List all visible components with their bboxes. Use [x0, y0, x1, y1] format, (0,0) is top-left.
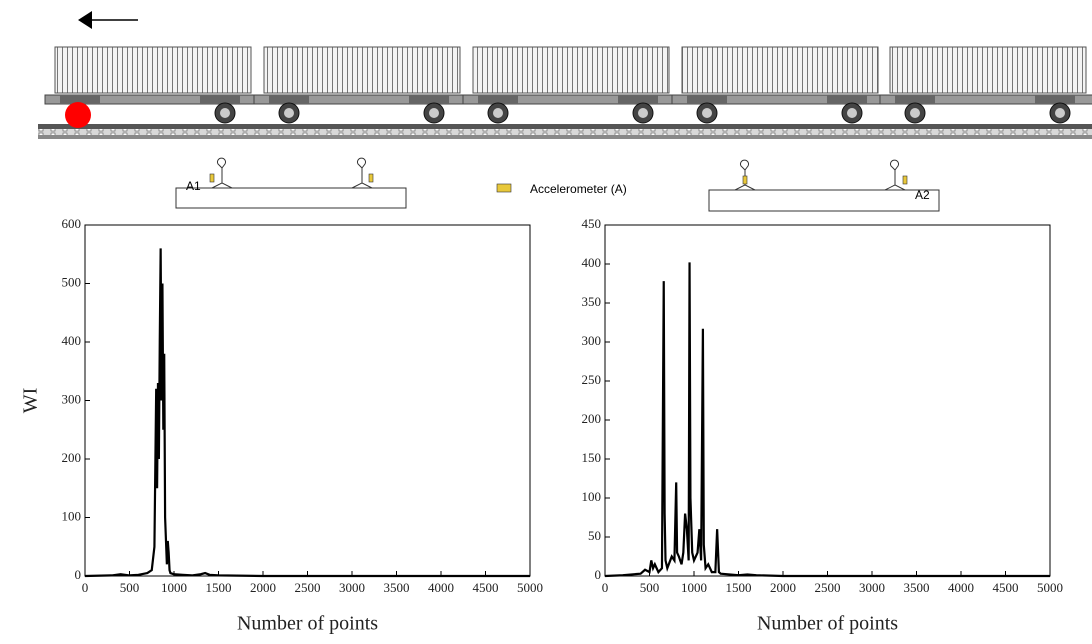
y-tick-label: 300 [582, 333, 602, 348]
y-tick-label: 50 [588, 528, 601, 543]
container [681, 46, 879, 94]
y-tick-label: 150 [582, 450, 602, 465]
y-tick-label: 600 [62, 216, 82, 231]
wheel-hub [638, 108, 648, 118]
sleeper-diagram: A1 A2 Accelerometer (A) [175, 157, 940, 212]
x-tick-label: 2000 [770, 580, 796, 595]
wheel-hub [429, 108, 439, 118]
y-tick-label: 500 [62, 274, 82, 289]
wheel-hub [847, 108, 857, 118]
y-tick-label: 300 [62, 391, 82, 406]
y-tick-label: 400 [62, 333, 82, 348]
x-tick-label: 1500 [726, 580, 752, 595]
bogie [618, 95, 658, 104]
x-tick-label: 3500 [384, 580, 410, 595]
bogie [478, 95, 518, 104]
y-tick-label: 0 [75, 567, 82, 582]
x-tick-label: 4500 [473, 580, 499, 595]
train-diagram [38, 11, 1092, 139]
container [889, 46, 1087, 94]
x-tick-label: 3000 [339, 580, 365, 595]
x-tick-label: 0 [602, 580, 609, 595]
y-axis-label: WI [20, 388, 42, 414]
x-tick-label: 1000 [681, 580, 707, 595]
y-tick-label: 100 [62, 508, 82, 523]
wheel-hub [910, 108, 920, 118]
y-tick-label: 350 [582, 294, 602, 309]
wheel-hub [220, 108, 230, 118]
x-tick-label: 5000 [517, 580, 543, 595]
y-tick-label: 0 [595, 567, 602, 582]
plot-frame [84, 224, 531, 577]
y-tick-label: 450 [582, 216, 602, 231]
x-tick-label: 3000 [859, 580, 885, 595]
sensor-label: A2 [915, 188, 930, 202]
y-tick-label: 200 [62, 450, 82, 465]
x-tick-label: 1000 [161, 580, 187, 595]
container [263, 46, 461, 94]
bogie [895, 95, 935, 104]
x-tick-label: 2500 [815, 580, 841, 595]
bogie [827, 95, 867, 104]
data-line [84, 248, 530, 578]
x-tick-label: 500 [120, 580, 140, 595]
y-tick-label: 200 [582, 411, 602, 426]
bogie [1035, 95, 1075, 104]
x-axis-label: Number of points [237, 613, 378, 635]
y-tick-label: 400 [582, 255, 602, 270]
wheel-hub [284, 108, 294, 118]
bogie [269, 95, 309, 104]
y-tick-label: 100 [582, 489, 602, 504]
y-tick-label: 250 [582, 372, 602, 387]
x-tick-label: 500 [640, 580, 660, 595]
sensor-label: A1 [186, 179, 201, 193]
x-axis-label: Number of points [757, 613, 898, 635]
x-tick-label: 4000 [948, 580, 974, 595]
plot-frame [604, 224, 1051, 577]
legend-label: Accelerometer (A) [530, 182, 627, 196]
bogie [60, 95, 100, 104]
container [472, 46, 670, 94]
bogie [200, 95, 240, 104]
car-frame [879, 94, 1092, 105]
wheel-hub [493, 108, 503, 118]
x-tick-label: 4500 [993, 580, 1019, 595]
x-tick-label: 1500 [206, 580, 232, 595]
wheel-hub [702, 108, 712, 118]
bogie [687, 95, 727, 104]
data-line [604, 262, 1050, 578]
bogie [409, 95, 449, 104]
x-tick-label: 2500 [295, 580, 321, 595]
x-tick-label: 5000 [1037, 580, 1063, 595]
container [54, 46, 252, 94]
x-tick-label: 3500 [904, 580, 930, 595]
x-tick-label: 0 [82, 580, 89, 595]
wheel-hub [1055, 108, 1065, 118]
x-tick-label: 2000 [250, 580, 276, 595]
x-tick-label: 4000 [428, 580, 454, 595]
